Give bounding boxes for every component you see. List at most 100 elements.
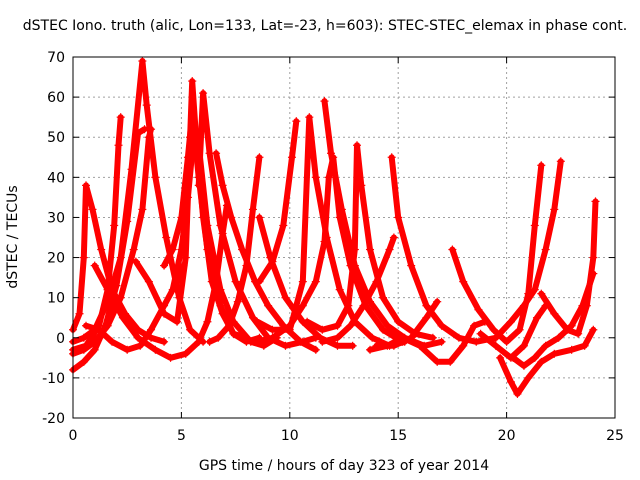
y-tick-label: 10 — [47, 291, 65, 307]
data-point — [186, 325, 195, 334]
data-point — [188, 77, 197, 86]
data-point — [279, 221, 288, 230]
data-point — [519, 301, 528, 310]
data-point — [311, 173, 320, 182]
data-point — [348, 341, 357, 350]
data-point — [298, 301, 307, 310]
data-point — [194, 181, 203, 190]
data-point — [513, 389, 522, 398]
data-point — [383, 341, 392, 350]
data-point — [166, 353, 175, 362]
data-point — [337, 205, 346, 214]
data-point — [205, 337, 214, 346]
y-tick-label: -20 — [42, 411, 65, 427]
data-point — [415, 341, 424, 350]
series-line — [388, 154, 499, 345]
data-point — [567, 345, 576, 354]
data-point — [550, 205, 559, 214]
data-point — [446, 357, 455, 366]
data-point — [502, 337, 511, 346]
data-point — [428, 333, 437, 342]
data-point — [530, 285, 539, 294]
data-point — [285, 321, 294, 330]
data-point — [162, 233, 171, 242]
data-point — [214, 333, 223, 342]
data-point — [324, 173, 333, 182]
data-point — [541, 245, 550, 254]
data-point — [151, 173, 160, 182]
data-point — [530, 221, 539, 230]
data-point — [82, 181, 91, 190]
data-point — [333, 341, 342, 350]
data-point — [519, 361, 528, 370]
data-point — [515, 325, 524, 334]
data-point — [519, 341, 528, 350]
data-point — [537, 357, 546, 366]
data-point — [183, 193, 192, 202]
data-point — [387, 153, 396, 162]
y-tick-label: -10 — [42, 371, 65, 387]
data-point — [82, 321, 91, 330]
data-point — [116, 113, 125, 122]
data-point — [79, 253, 88, 262]
data-point — [292, 117, 301, 126]
y-tick-label: 20 — [47, 251, 65, 267]
data-point — [136, 341, 145, 350]
data-point — [238, 245, 247, 254]
data-point — [318, 337, 327, 346]
x-tick-label: 0 — [69, 428, 78, 444]
data-point — [103, 285, 112, 294]
data-point — [138, 205, 147, 214]
data-point — [225, 321, 234, 330]
data-point — [194, 337, 203, 346]
data-point — [75, 309, 84, 318]
data-point — [134, 333, 143, 342]
data-point — [90, 345, 99, 354]
x-tick-label: 20 — [498, 428, 516, 444]
y-tick-label: 30 — [47, 210, 65, 226]
data-point — [216, 285, 225, 294]
data-point — [216, 221, 225, 230]
data-point — [103, 321, 112, 330]
series-sat-aa — [491, 157, 565, 342]
data-point — [177, 245, 186, 254]
data-point — [394, 317, 403, 326]
data-point — [160, 309, 169, 318]
data-point — [264, 301, 273, 310]
data-point — [281, 341, 290, 350]
data-marks — [69, 57, 600, 398]
data-point — [79, 333, 88, 342]
data-point — [147, 325, 156, 334]
data-point — [422, 301, 431, 310]
data-point — [506, 317, 515, 326]
data-point — [296, 337, 305, 346]
data-point — [491, 333, 500, 342]
data-point — [144, 277, 153, 286]
ticks: 0 5 10 15 20 25 -20 -10 0 10 20 30 40 50 60 70 — [42, 50, 624, 444]
data-point — [114, 141, 123, 150]
data-point — [229, 329, 238, 338]
data-point — [333, 333, 342, 342]
series-line — [304, 142, 436, 341]
data-point — [199, 89, 208, 98]
series-line — [449, 162, 545, 345]
series-line — [510, 270, 597, 369]
data-point — [190, 125, 199, 134]
data-point — [90, 261, 99, 270]
data-point — [129, 245, 138, 254]
x-tick-label: 15 — [389, 428, 407, 444]
data-point — [385, 245, 394, 254]
data-point — [268, 257, 277, 266]
data-point — [253, 317, 262, 326]
data-point — [144, 133, 153, 142]
data-point — [580, 341, 589, 350]
data-point — [212, 149, 221, 158]
data-point — [532, 313, 541, 322]
data-point — [108, 337, 117, 346]
data-point — [433, 297, 442, 306]
data-point — [116, 293, 125, 302]
data-point — [118, 313, 127, 322]
x-axis-label: GPS time / hours of day 323 of year 2014 — [199, 458, 489, 474]
y-tick-label: 50 — [47, 130, 65, 146]
data-point — [333, 321, 342, 330]
